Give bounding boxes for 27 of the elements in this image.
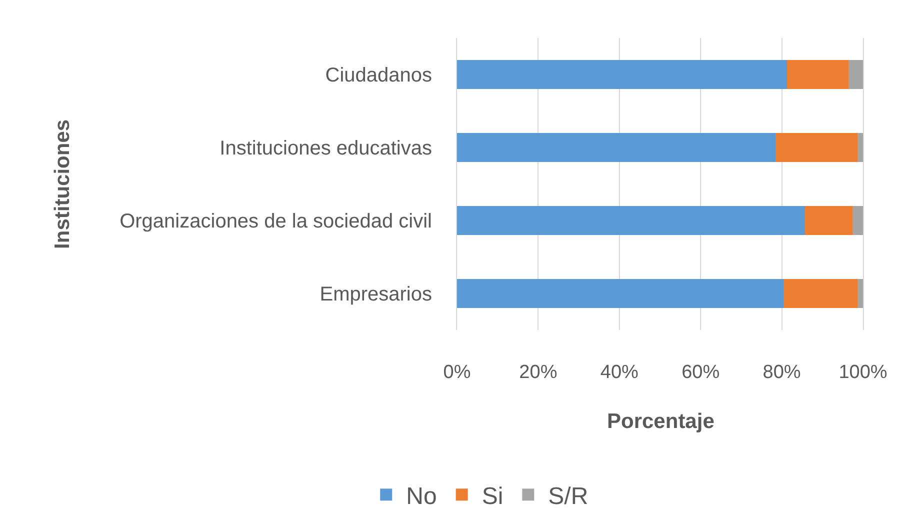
bar [457,60,788,90]
y-tick-label: Instituciones educativas [220,138,432,160]
bar [775,132,858,162]
x-axis-title: Porcentaje [607,410,714,433]
x-tick-label: 80% [762,362,801,383]
x-tick-label: 0% [443,362,471,383]
bar [857,132,863,162]
y-axis-title: Instituciones [50,119,74,249]
bar [787,60,848,90]
x-tick-label: 60% [682,362,720,383]
bar [457,132,776,162]
bar [857,278,863,308]
bar [457,278,784,308]
x-tick-label: 40% [600,362,639,383]
bar [852,206,863,236]
y-tick-label: Organizaciones de la sociedad civil [120,210,432,232]
bar [804,206,852,236]
legend-label: No [406,482,437,510]
x-tick-label: 100% [838,362,888,383]
legend-label: Si [482,482,504,510]
bar [848,60,863,90]
y-tick-label: Ciudadanos [325,64,432,86]
legend-label: S/R [548,482,588,510]
x-tick-label: 20% [519,362,558,383]
bar [783,278,858,308]
y-tick-label: Empresarios [320,284,432,306]
bar [457,206,805,236]
